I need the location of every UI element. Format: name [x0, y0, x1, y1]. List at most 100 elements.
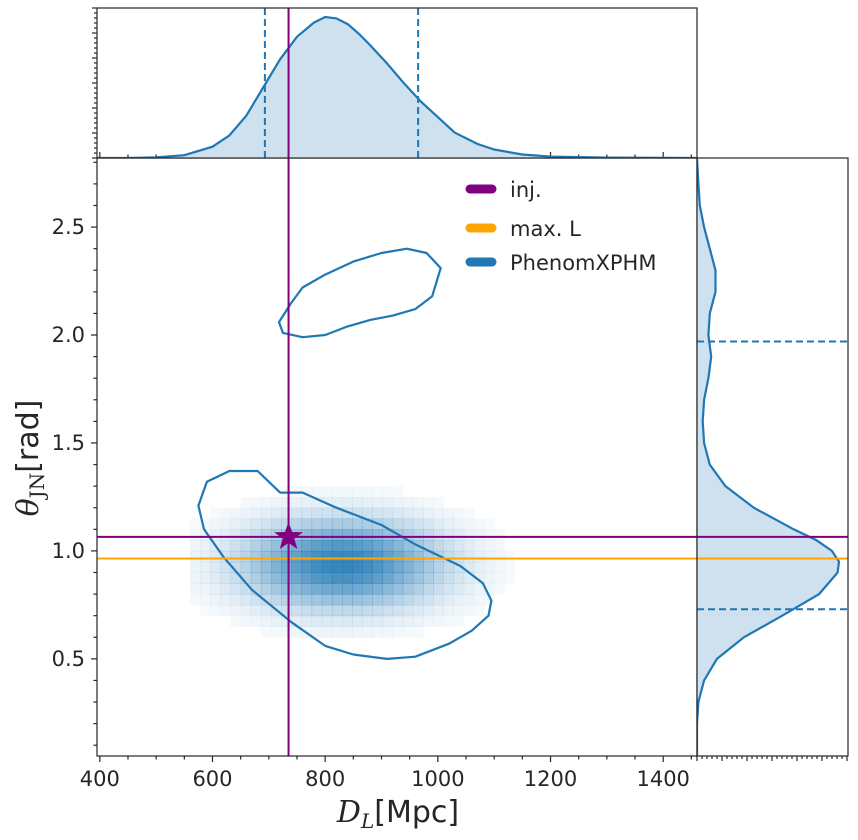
- density-cell: [352, 507, 363, 519]
- density-cell: [413, 529, 424, 541]
- density-cell: [352, 572, 363, 584]
- injection-star-marker: [274, 521, 303, 549]
- density-cell: [463, 583, 475, 595]
- density-cell: [331, 615, 343, 627]
- density-cell: [423, 518, 434, 530]
- density-cell: [321, 486, 333, 498]
- density-cell: [240, 594, 252, 606]
- density-cell: [453, 507, 465, 519]
- density-cell: [443, 604, 455, 617]
- density-cell: [382, 518, 394, 530]
- density-cell: [392, 486, 404, 498]
- density-cell: [190, 561, 201, 573]
- density-cell: [331, 507, 343, 519]
- density-cell: [250, 550, 262, 563]
- right-marginal-curve: [697, 158, 841, 756]
- density-cell: [463, 540, 475, 552]
- density-cell: [321, 561, 333, 573]
- density-cell: [392, 594, 404, 606]
- density-cell: [423, 583, 434, 595]
- density-cell: [331, 550, 343, 563]
- density-cell: [463, 529, 475, 541]
- density-cell: [220, 529, 231, 541]
- density-cell: [271, 594, 282, 606]
- density-cell: [423, 550, 434, 563]
- density-cell: [260, 529, 272, 541]
- density-cell: [453, 540, 465, 552]
- density-cell: [210, 529, 221, 541]
- density-cell: [453, 550, 465, 563]
- density-cell: [331, 518, 343, 530]
- density-cell: [494, 529, 505, 540]
- density-cell: [230, 594, 242, 606]
- y-tick-label: 0.5: [52, 647, 85, 671]
- density-cell: [453, 518, 465, 530]
- density-cell: [190, 583, 201, 595]
- x-tick-label: 800: [305, 767, 345, 791]
- density-cell: [342, 540, 353, 552]
- density-cell: [240, 529, 252, 541]
- density-cell: [372, 626, 384, 638]
- density-cell: [281, 594, 292, 606]
- density-cell: [220, 604, 231, 617]
- density-cell: [271, 615, 282, 627]
- density-cell: [240, 572, 252, 584]
- density-cell: [372, 496, 384, 509]
- density-cell: [463, 550, 475, 563]
- y-axis-unit: [rad]: [11, 400, 46, 473]
- density-cell: [240, 496, 252, 509]
- density-cell: [473, 594, 485, 606]
- density-cell: [392, 550, 404, 563]
- density-cell: [291, 507, 302, 519]
- density-cell: [484, 550, 495, 563]
- density-cell: [281, 615, 292, 627]
- density-cell: [443, 550, 455, 563]
- density-cell: [230, 540, 242, 552]
- density-cell: [220, 583, 231, 595]
- density-cell: [362, 529, 373, 541]
- density-cell: [362, 550, 373, 563]
- top-marginal-fill: [97, 17, 697, 158]
- density-cell: [342, 583, 353, 595]
- density-cell: [392, 540, 404, 552]
- density-cell: [352, 604, 363, 617]
- density-cell: [342, 604, 353, 617]
- density-cell: [200, 605, 211, 616]
- density-cell: [423, 604, 434, 617]
- y-axis-ticks: 0.5 1.0 1.5 2.0 2.5: [52, 161, 97, 746]
- density-cell: [443, 540, 455, 552]
- density-cell: [504, 573, 515, 584]
- density-cell: [220, 594, 231, 606]
- density-cell: [352, 486, 363, 498]
- density-cell: [342, 486, 353, 498]
- density-cell: [484, 572, 495, 584]
- density-cell: [240, 540, 252, 552]
- density-cell: [392, 496, 404, 509]
- density-cell: [321, 540, 333, 552]
- density-cell: [382, 572, 394, 584]
- density-cell: [331, 529, 343, 541]
- density-cell: [454, 616, 465, 627]
- density-cell: [321, 529, 333, 541]
- y-tick-label: 1.5: [52, 431, 85, 455]
- density-cell: [392, 626, 404, 638]
- density-cell: [494, 540, 505, 552]
- density-cell: [301, 496, 313, 509]
- y-tick-label: 1.0: [52, 539, 85, 563]
- density-cell: [433, 615, 444, 627]
- density-cell: [240, 507, 252, 519]
- density-cell: [271, 583, 282, 595]
- density-cell: [413, 572, 424, 584]
- x-tick-label: 1200: [524, 767, 577, 791]
- density-cell: [190, 540, 201, 552]
- density-cell: [342, 572, 353, 584]
- density-cell: [413, 496, 424, 509]
- density-cell: [352, 518, 363, 530]
- density-cell: [281, 507, 292, 519]
- density-cell: [443, 583, 455, 595]
- density-cell: [311, 572, 323, 584]
- density-cell: [250, 540, 262, 552]
- density-cell: [281, 561, 292, 573]
- density-cell: [260, 594, 272, 606]
- density-cell: [372, 594, 384, 606]
